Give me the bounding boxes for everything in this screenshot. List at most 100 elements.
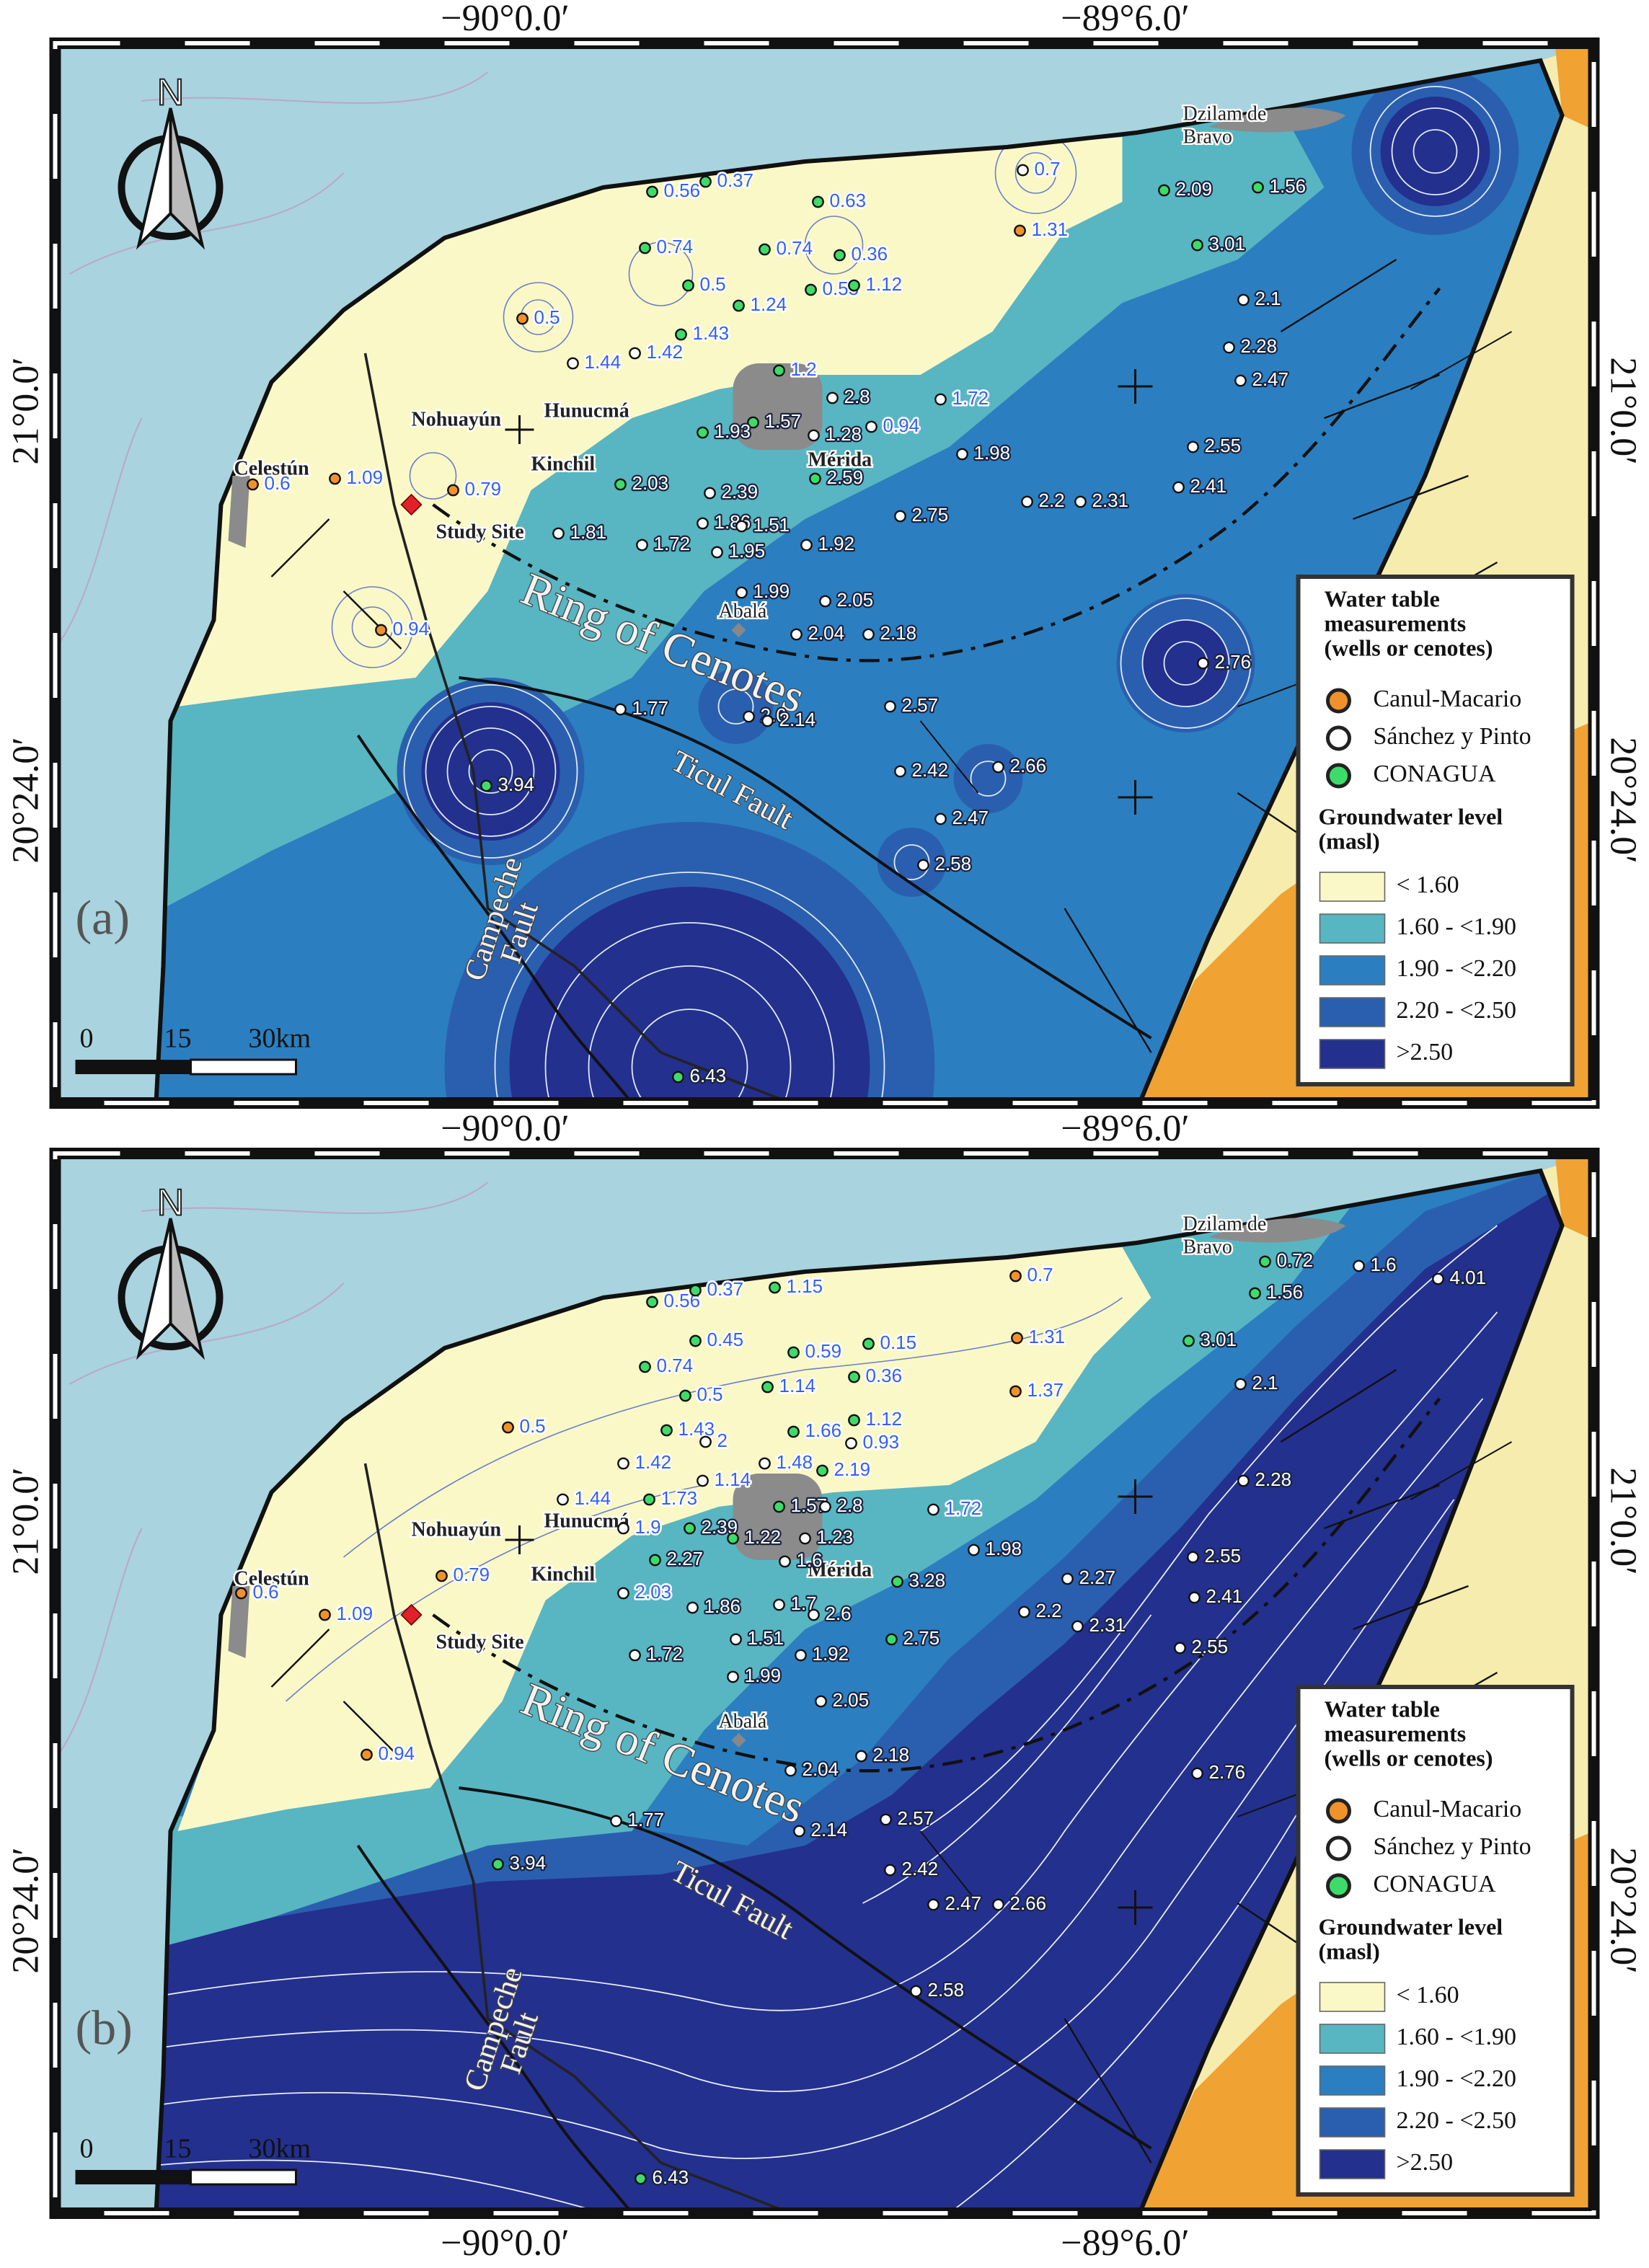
measurement-label: 1.51 [748, 1627, 784, 1649]
measurement-label: 0.45 [707, 1329, 744, 1350]
measurement-label: 1.31 [1032, 218, 1069, 240]
measurement-point [845, 1437, 857, 1450]
measurement-label: 1.77 [632, 697, 669, 719]
place-label: Hunucmá [544, 399, 629, 422]
measurement-point [735, 520, 748, 533]
measurement-label: 2.59 [827, 466, 864, 488]
measurement-label: 1.6 [797, 1549, 823, 1571]
measurement-point [1009, 1270, 1022, 1283]
measurement-label: 0.59 [805, 1340, 842, 1362]
measurement-label: 1.99 [753, 580, 790, 602]
measurement-point [800, 539, 813, 552]
measurement-label: 0.15 [880, 1332, 917, 1353]
measurement-label: 2.42 [912, 759, 949, 781]
measurement-point [614, 478, 627, 491]
measurement-label: 2.14 [779, 709, 816, 730]
measurement-point [1353, 1259, 1365, 1272]
legend-source-label: Sánchez y Pinto [1374, 723, 1531, 750]
place-label: Abalá [719, 600, 767, 622]
north-label: N [157, 1182, 185, 1224]
measurement-point [956, 448, 968, 461]
legend-level-title: (masl) [1319, 828, 1380, 854]
latitude-label: 20°24.0′ [5, 1847, 46, 1973]
legend-class-swatch [1319, 2065, 1386, 2096]
measurement-point [1223, 341, 1235, 354]
measurement-point [375, 624, 387, 637]
measurement-label: 0.5 [697, 1383, 723, 1405]
measurement-point [1182, 1334, 1195, 1347]
measurement-point [884, 700, 896, 713]
measurement-point [848, 1414, 860, 1427]
measurement-point [787, 1425, 800, 1438]
measurement-label: 6.43 [653, 2166, 689, 2188]
measurement-point [697, 517, 709, 530]
measurement-point [636, 539, 648, 552]
measurement-point [733, 299, 745, 312]
measurement-label: 1.95 [729, 540, 766, 562]
scale-bar-black [75, 2170, 191, 2184]
measurement-point [643, 1493, 655, 1506]
measurement-label: 1.66 [805, 1419, 842, 1441]
measurement-point [1187, 440, 1199, 453]
measurement-label: 0.74 [777, 237, 813, 259]
measurement-point [329, 472, 341, 485]
measurement-point [1259, 1255, 1271, 1268]
measurement-label: 0.79 [454, 1564, 490, 1585]
legend-source-symbol [1326, 1835, 1351, 1861]
measurement-point [894, 765, 906, 778]
measurement-label: 2.58 [935, 853, 972, 874]
measurement-label: 1.73 [661, 1487, 698, 1509]
legend-level-title: Groundwater level [1319, 1913, 1503, 1939]
measurement-point [1191, 1767, 1203, 1780]
scale-label: 0 [80, 1024, 94, 1054]
measurement-label: 1.72 [952, 387, 989, 409]
measurement-point [848, 279, 860, 292]
measurement-label: 0.93 [863, 1431, 900, 1453]
measurement-label: 0.37 [707, 1278, 744, 1300]
measurement-label: 1.92 [813, 1643, 849, 1665]
measurement-label: 1.28 [826, 423, 862, 445]
measurement-label: 2.1 [1252, 1372, 1278, 1394]
abala-marker [731, 623, 746, 637]
measurement-label: 2.05 [837, 589, 874, 611]
measurement-label: 4.01 [1450, 1267, 1487, 1288]
measurement-label: 2.28 [1241, 335, 1278, 357]
measurement-label: 1.14 [715, 1469, 751, 1490]
legend-class-label: 1.60 - <1.90 [1397, 913, 1517, 940]
measurement-label: 1.72 [647, 1643, 684, 1665]
measurement-label: 0.74 [657, 236, 694, 257]
measurement-point [689, 1334, 702, 1347]
measurement-point [1174, 1642, 1186, 1655]
measurement-point [1172, 481, 1185, 494]
measurement-label: 1.23 [817, 1526, 854, 1548]
measurement-label: 0.7 [1035, 158, 1061, 180]
abala-marker [731, 1733, 746, 1747]
north-arrow-right [169, 1218, 205, 1360]
measurement-label: 2.42 [902, 1858, 939, 1879]
place-label: Dzilam de [1183, 102, 1267, 125]
measurement-label: 2.55 [1192, 1636, 1229, 1657]
measurement-point [848, 1370, 860, 1383]
measurement-point [862, 1337, 875, 1350]
legend-source-label: Sánchez y Pinto [1374, 1833, 1531, 1860]
city-label: Mérida [808, 448, 872, 471]
measurement-label: 0.37 [717, 169, 754, 191]
measurement-point [699, 1435, 712, 1448]
measurement-point [1071, 1620, 1084, 1633]
legend-class-swatch [1319, 872, 1386, 902]
latitude-label: 21°0.0′ [1603, 1467, 1644, 1574]
measurement-label: 2.47 [952, 807, 989, 828]
place-label: Celestún [234, 457, 310, 479]
measurement-point [793, 1825, 805, 1838]
measurement-point [927, 1503, 940, 1516]
measurement-label: 0.56 [664, 180, 701, 201]
place-label: Dzilam de [1183, 1213, 1267, 1235]
measurement-label: 1.9 [635, 1516, 661, 1538]
measurement-label: 2.05 [833, 1689, 870, 1711]
place-label: Study Site [436, 521, 524, 543]
measurement-label: 3.01 [1209, 233, 1246, 254]
measurement-point [862, 628, 875, 641]
measurement-point [795, 1649, 807, 1662]
measurement-label: 1.44 [575, 1487, 611, 1509]
measurement-label: 2.8 [844, 386, 870, 407]
